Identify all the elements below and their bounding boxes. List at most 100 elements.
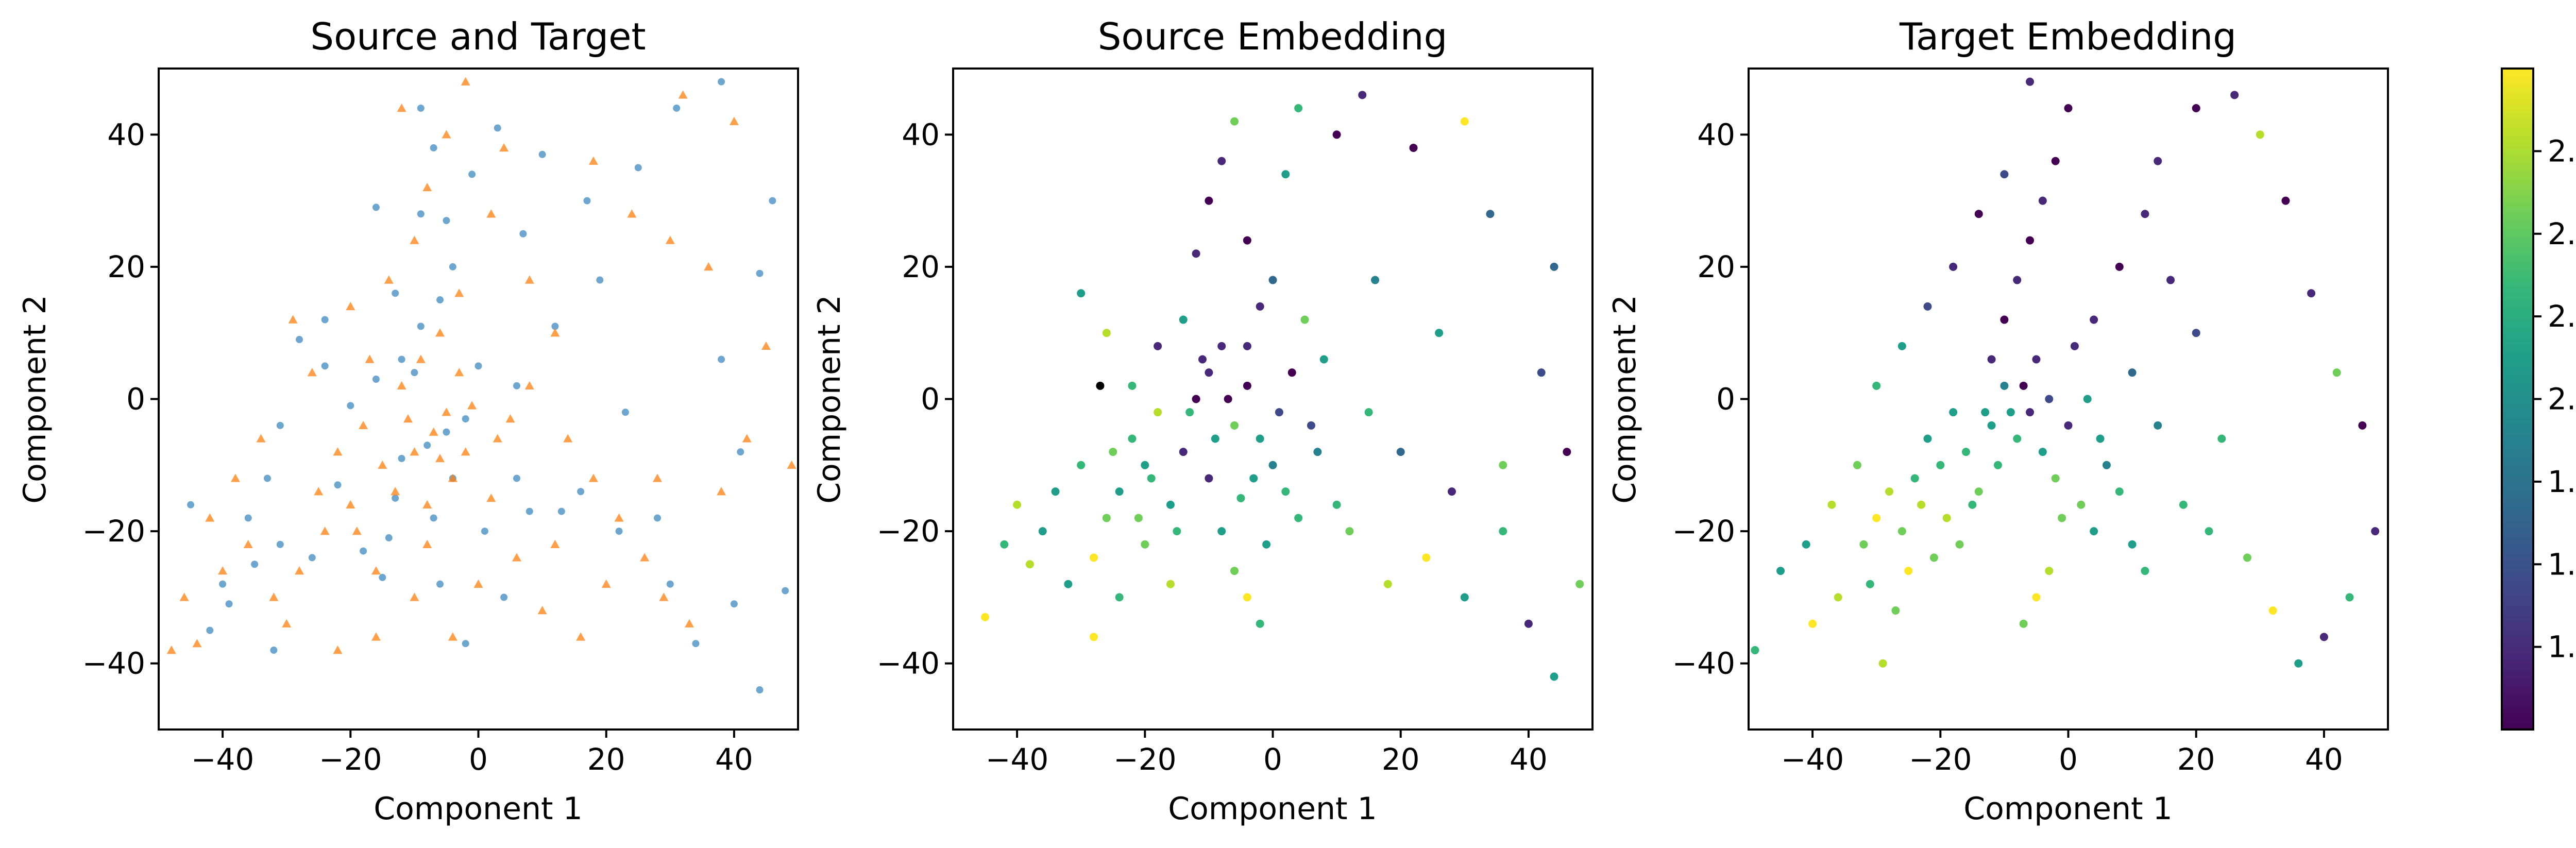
colorbar-tick-label: 1.75 [2548, 464, 2576, 499]
y-tick-label: −20 [1672, 514, 1735, 549]
embedding-point [2026, 236, 2035, 245]
source-point [225, 600, 233, 608]
embedding-point [2307, 289, 2316, 298]
chart-title: Source and Target [310, 15, 646, 58]
target-point [678, 90, 688, 99]
embedding-point [1090, 633, 1098, 641]
embedding-point [2115, 487, 2124, 496]
embedding-point [1332, 500, 1341, 509]
source-point [392, 290, 399, 297]
source-point [372, 203, 380, 211]
source-point [615, 528, 623, 535]
target-point [537, 606, 547, 615]
x-axis-label: Component 1 [1168, 791, 1377, 827]
target-point [614, 513, 624, 522]
source-point [334, 481, 342, 489]
target-point [505, 414, 515, 423]
embedding-point [1524, 619, 1533, 628]
target-point [524, 275, 534, 284]
target-point [346, 500, 355, 508]
source-point [513, 382, 520, 389]
target-point [282, 619, 292, 627]
embedding-point [1802, 540, 1810, 549]
source-point [379, 573, 386, 581]
embedding-point [1243, 593, 1251, 602]
embedding-point [1974, 487, 1983, 496]
source-point [270, 647, 278, 654]
target-point [761, 341, 771, 350]
embedding-point [2141, 567, 2149, 575]
source-point [596, 276, 604, 284]
source-point [385, 534, 393, 541]
embedding-point [1224, 395, 1232, 403]
target-point [652, 473, 662, 482]
embedding-point [2000, 381, 2009, 390]
embedding-point [2019, 381, 2028, 390]
embedding-point [1192, 395, 1200, 403]
target-point [454, 368, 464, 377]
embedding-point [2154, 421, 2162, 430]
source-point [634, 164, 642, 172]
source-point [692, 640, 700, 648]
embedding-point [981, 613, 990, 621]
embedding-point [1205, 474, 1213, 483]
panel-source-embedding: Source Embedding −40 −20 0 20 40 −40 −20 0 20 40… [811, 15, 1594, 827]
embedding-point [1038, 527, 1047, 536]
embedding-point [1096, 381, 1105, 390]
target-point [295, 566, 304, 575]
x-tick-label: 0 [1263, 742, 1282, 777]
source-point [730, 600, 738, 608]
embedding-point [1294, 514, 1303, 522]
source-point [372, 376, 380, 383]
embedding-point [1217, 342, 1226, 350]
x-tick-label: −40 [986, 742, 1048, 777]
source-point [583, 197, 591, 205]
embedding-point [1128, 434, 1137, 443]
source-point [513, 474, 520, 482]
embedding-point [2141, 210, 2149, 218]
target-point [787, 460, 796, 469]
embedding-point [1109, 448, 1117, 456]
embedding-point [1154, 408, 1162, 417]
x-tick-label: 0 [2059, 742, 2078, 777]
embedding-point [1961, 448, 1970, 456]
embedding-point [1550, 262, 1558, 271]
source-point [430, 144, 437, 151]
embedding-point [2064, 421, 2073, 430]
embedding-point [1025, 560, 1034, 569]
source-point [219, 580, 227, 588]
embedding-point [2000, 170, 2009, 179]
source-point [308, 554, 316, 562]
embedding-point [1942, 514, 1951, 522]
target-point [403, 414, 413, 423]
source-point [276, 540, 284, 548]
x-axis-ticks: −40 −20 0 20 40 [191, 730, 753, 777]
target-point [346, 301, 355, 311]
target-point [314, 487, 324, 496]
target-point [410, 235, 419, 244]
embedding-point [2128, 368, 2137, 377]
embedding-point [1166, 580, 1175, 588]
target-point [333, 646, 343, 654]
embedding-point [2371, 527, 2380, 536]
target-point [422, 500, 432, 508]
embedding-point [1447, 487, 1456, 496]
embedding-point [1897, 527, 1906, 536]
target-point [269, 592, 279, 601]
marks-layer [1751, 77, 2380, 668]
embedding-point [1294, 104, 1303, 112]
target-point [742, 434, 752, 443]
source-point [494, 124, 501, 132]
target-point [371, 566, 381, 575]
target-point [512, 553, 521, 562]
embedding-point [1776, 567, 1785, 575]
target-point [588, 473, 598, 482]
y-axis-ticks: −40 −20 0 20 40 [877, 117, 953, 681]
source-point [244, 514, 252, 522]
target-point [243, 539, 253, 548]
embedding-point [2013, 434, 2022, 443]
embedding-point [1154, 342, 1162, 350]
y-axis-label: Component 2 [1607, 295, 1643, 504]
target-point [435, 328, 445, 337]
